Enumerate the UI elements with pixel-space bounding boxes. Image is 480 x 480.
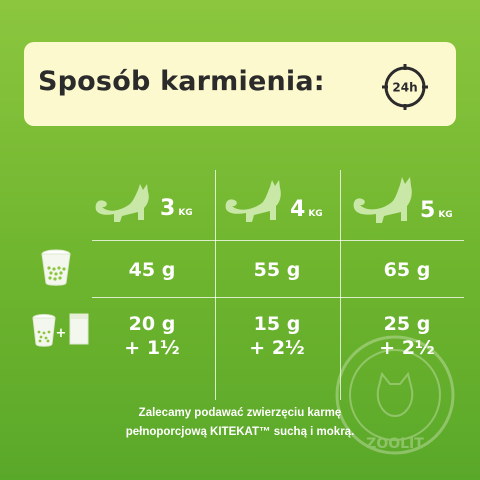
mixed-value-2: 15 g + 2½ (249, 313, 305, 359)
weight-label-2: 4 KG (290, 197, 323, 222)
note-line-2: pełnoporcjową KITEKAT™ suchą i mokrą. (125, 426, 355, 438)
header-card: Sposób karmienia: 24h (24, 42, 456, 126)
svg-text:+: + (56, 326, 67, 341)
cat-medium-icon (225, 180, 281, 222)
weight-column-3: 5 KG (350, 172, 465, 223)
weight-column-1: 3 KG (92, 180, 212, 230)
row-divider (92, 240, 464, 241)
clock-24h-icon: 24h (382, 64, 428, 110)
feeding-note: Zalecamy podawać zwierzęciu karmę pełnop… (60, 404, 420, 442)
zoolit-stamp-icon: ZOOLIT (335, 335, 455, 455)
dry-food-cup-icon (41, 249, 71, 286)
weight-label-3: 5 KG (420, 198, 453, 223)
row-divider (92, 297, 464, 298)
column-divider (340, 170, 341, 400)
watermark-text: ZOOLIT (366, 436, 424, 452)
cat-small-icon (95, 184, 149, 222)
cup-plus-pouch-icon: + (32, 313, 89, 347)
dry-value-3: 65 g (383, 259, 431, 281)
mixed-value-1: 20 g + 1½ (124, 313, 180, 359)
dry-value-2: 55 g (253, 259, 301, 281)
column-divider (215, 170, 216, 400)
dry-value-1: 45 g (128, 259, 176, 281)
page-title: Sposób karmienia: (38, 66, 325, 97)
clock-label: 24h (392, 81, 417, 95)
weight-label-1: 3 KG (160, 196, 193, 221)
weight-column-2: 4 KG (222, 175, 337, 225)
note-line-1: Zalecamy podawać zwierzęciu karmę (138, 407, 342, 419)
cat-large-icon (353, 177, 412, 223)
mixed-value-3: 25 g + 2½ (379, 313, 435, 359)
